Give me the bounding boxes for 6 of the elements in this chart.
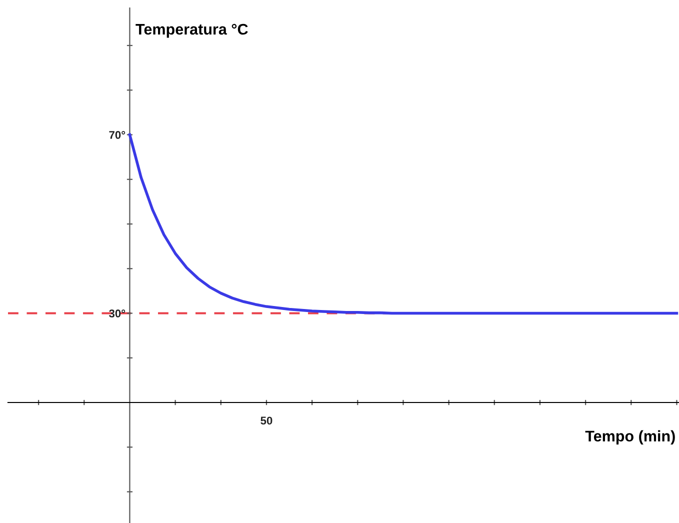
x-tick-label: 50 bbox=[260, 416, 272, 425]
y-axis-title: Temperatura °C bbox=[136, 24, 248, 38]
y-tick-label: 30° bbox=[109, 310, 126, 318]
y-tick-label: 70° bbox=[109, 131, 126, 139]
x-axis-title: Tempo (min) bbox=[585, 430, 675, 445]
line-series bbox=[128, 133, 678, 315]
